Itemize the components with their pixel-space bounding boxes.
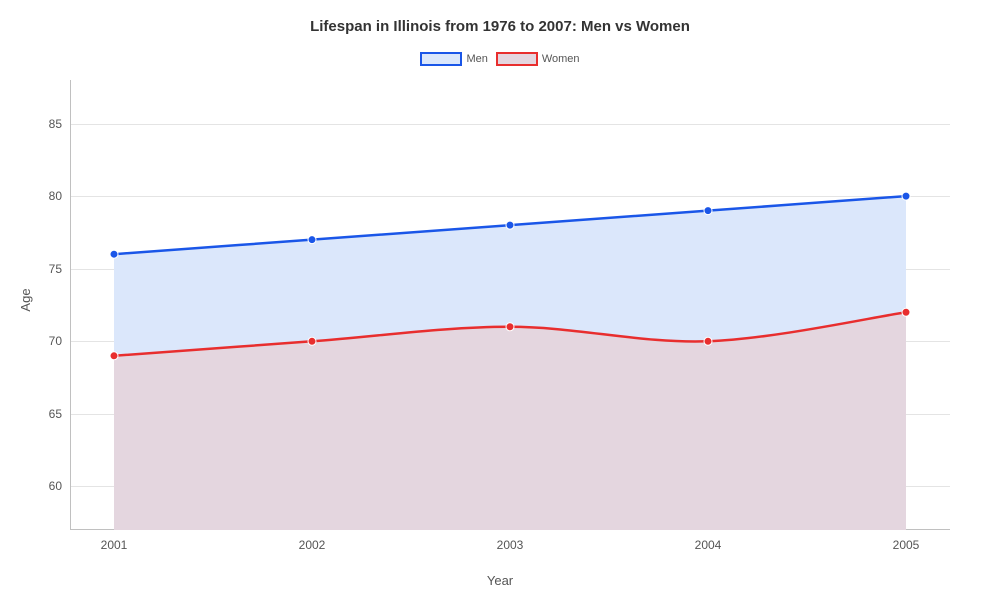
- x-tick-label: 2005: [893, 530, 920, 552]
- series-marker-women: [704, 337, 712, 345]
- legend-item-men[interactable]: Men: [420, 52, 487, 66]
- y-tick-label: 80: [49, 189, 70, 203]
- y-tick-label: 60: [49, 479, 70, 493]
- y-axis-title: Age: [18, 288, 33, 311]
- series-marker-men: [308, 236, 316, 244]
- legend-label: Women: [542, 53, 580, 65]
- legend-swatch: [420, 52, 462, 66]
- series-marker-men: [704, 207, 712, 215]
- legend-swatch: [496, 52, 538, 66]
- series-marker-men: [506, 221, 514, 229]
- y-tick-label: 75: [49, 262, 70, 276]
- series-marker-men: [902, 192, 910, 200]
- plot-area: 60657075808520012002200320042005: [70, 80, 950, 530]
- legend-label: Men: [466, 53, 487, 65]
- x-tick-label: 2001: [101, 530, 128, 552]
- y-tick-label: 70: [49, 334, 70, 348]
- y-tick-label: 65: [49, 407, 70, 421]
- series-layer: [70, 80, 950, 530]
- x-tick-label: 2002: [299, 530, 326, 552]
- chart-container: Lifespan in Illinois from 1976 to 2007: …: [0, 0, 1000, 600]
- series-marker-women: [902, 308, 910, 316]
- chart-title: Lifespan in Illinois from 1976 to 2007: …: [0, 18, 1000, 35]
- series-marker-men: [110, 250, 118, 258]
- x-axis-title: Year: [0, 573, 1000, 588]
- legend: Men Women: [0, 52, 1000, 66]
- y-tick-label: 85: [49, 117, 70, 131]
- x-tick-label: 2003: [497, 530, 524, 552]
- series-marker-women: [308, 337, 316, 345]
- series-marker-women: [110, 352, 118, 360]
- x-tick-label: 2004: [695, 530, 722, 552]
- legend-item-women[interactable]: Women: [496, 52, 580, 66]
- series-marker-women: [506, 323, 514, 331]
